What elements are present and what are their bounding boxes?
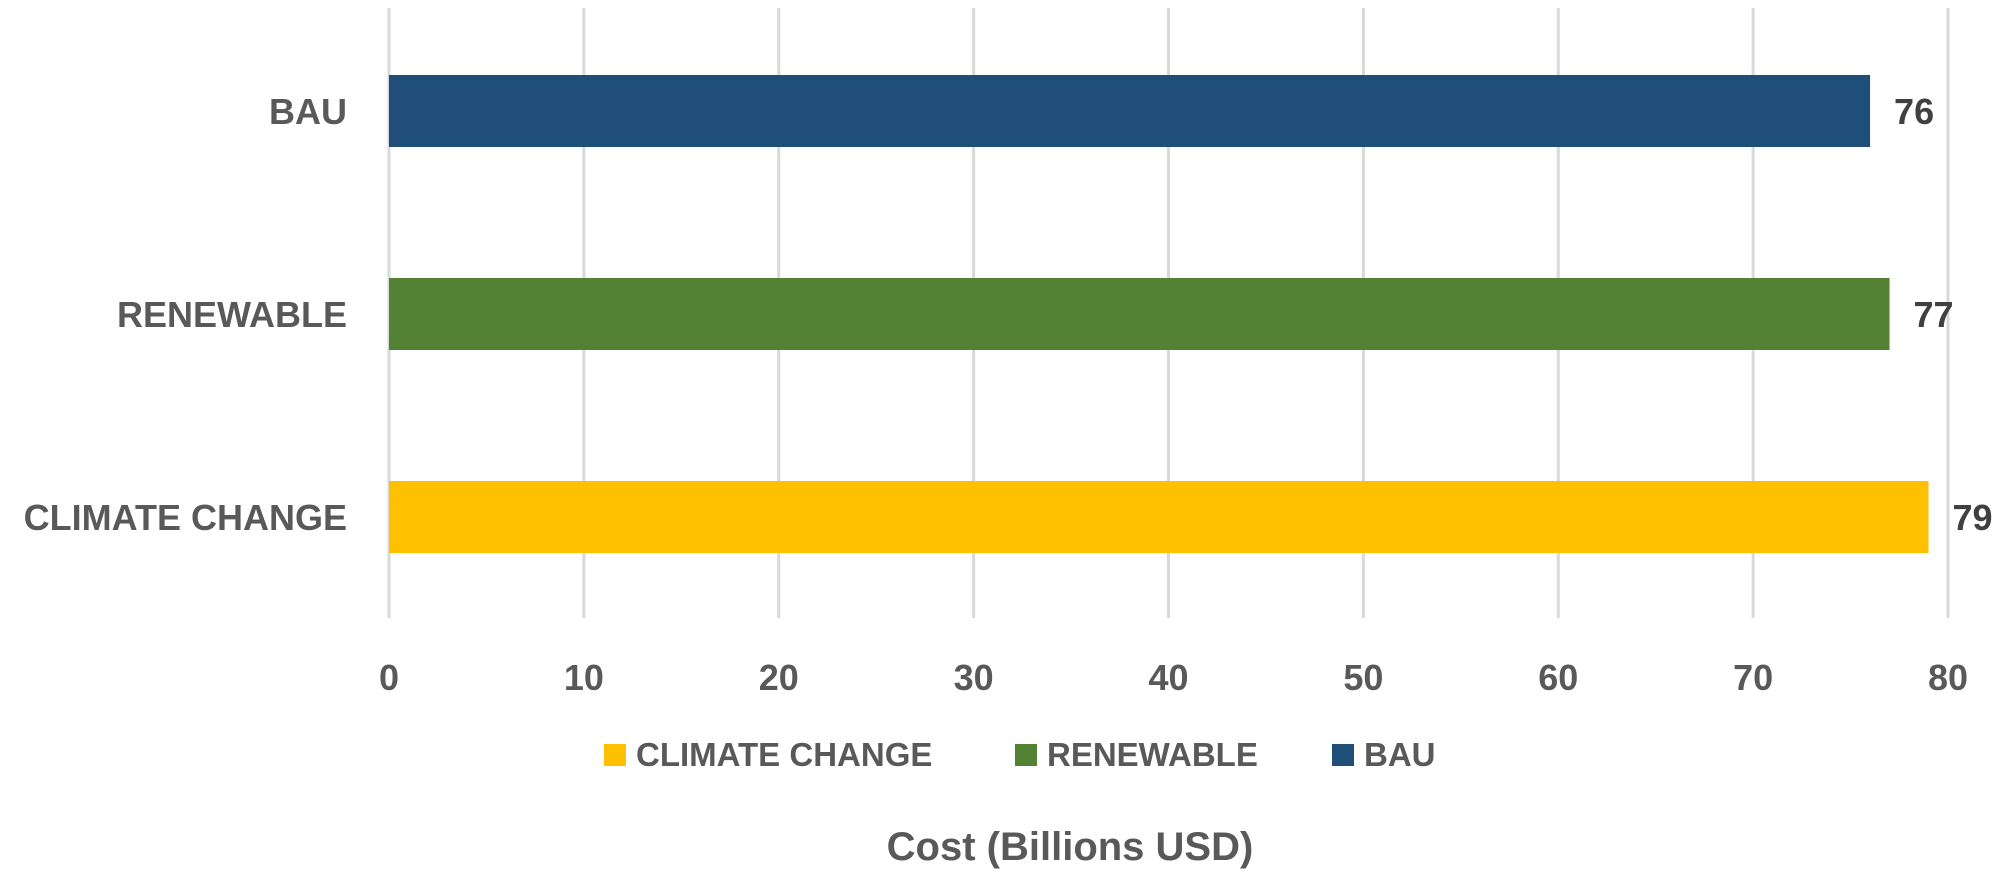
category-label: BAU bbox=[269, 91, 347, 132]
category-labels: BAU RENEWABLE CLIMATE CHANGE bbox=[24, 91, 347, 538]
legend-swatch bbox=[604, 744, 626, 766]
data-label: 77 bbox=[1914, 294, 1954, 335]
legend-label: RENEWABLE bbox=[1047, 736, 1258, 773]
data-label: 76 bbox=[1894, 91, 1934, 132]
category-label: RENEWABLE bbox=[117, 294, 347, 335]
x-tick-label: 0 bbox=[379, 657, 399, 698]
x-tick-label: 40 bbox=[1148, 657, 1188, 698]
category-label: CLIMATE CHANGE bbox=[24, 497, 347, 538]
data-label: 79 bbox=[1953, 497, 1993, 538]
legend-swatch bbox=[1015, 744, 1037, 766]
legend-label: BAU bbox=[1364, 736, 1436, 773]
x-tick-label: 30 bbox=[954, 657, 994, 698]
data-labels: 76 77 79 bbox=[1894, 91, 1993, 538]
x-tick-label: 60 bbox=[1538, 657, 1578, 698]
legend-swatch bbox=[1332, 744, 1354, 766]
x-tick-label: 50 bbox=[1343, 657, 1383, 698]
x-tick-label: 70 bbox=[1733, 657, 1773, 698]
bar bbox=[389, 75, 1871, 147]
x-tick-label: 10 bbox=[564, 657, 604, 698]
bar bbox=[389, 481, 1929, 553]
x-axis-title: Cost (Billions USD) bbox=[887, 825, 1254, 869]
bars-group bbox=[389, 75, 1929, 553]
x-tick-label: 20 bbox=[759, 657, 799, 698]
legend: CLIMATE CHANGE RENEWABLE BAU bbox=[604, 736, 1436, 773]
bar bbox=[389, 278, 1890, 350]
legend-label: CLIMATE CHANGE bbox=[636, 736, 932, 773]
x-tick-labels: 0 10 20 30 40 50 60 70 80 bbox=[379, 657, 1968, 698]
x-tick-label: 80 bbox=[1928, 657, 1968, 698]
